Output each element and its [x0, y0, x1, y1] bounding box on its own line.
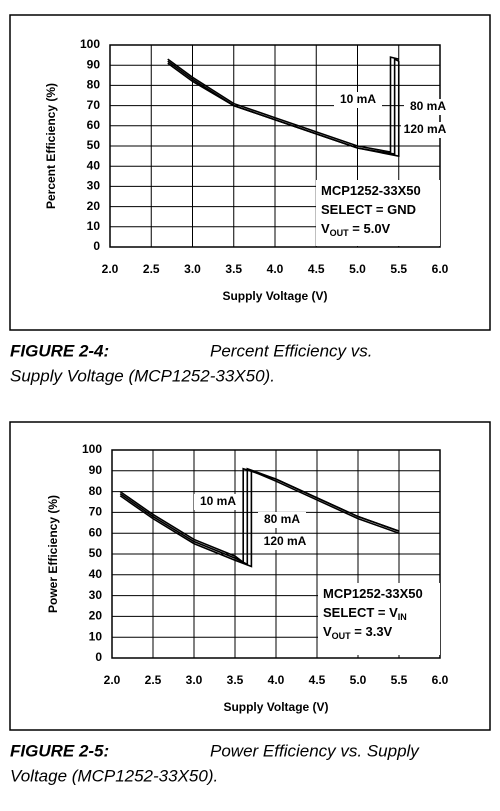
y-tick-label: 20 — [87, 199, 101, 213]
label-bg — [404, 99, 452, 115]
annotation-text: = 3.3V — [351, 624, 393, 639]
annotation: MCP1252-33X50 — [321, 183, 421, 198]
plot-border — [111, 449, 441, 659]
y-axis-label: Percent Efficiency (%) — [44, 83, 58, 209]
y-tick-label: 10 — [87, 219, 101, 233]
y-tick-label: 70 — [89, 505, 103, 519]
annotation-subscript: OUT — [330, 228, 350, 238]
annotation-text: V — [321, 221, 330, 236]
series-line — [119, 469, 400, 568]
caption-text: Percent Efficiency vs. — [210, 341, 373, 360]
annotation-text: V — [323, 624, 332, 639]
annotation-text: = 5.0V — [349, 221, 391, 236]
x-tick-label: 3.0 — [184, 262, 201, 276]
series-label: 80 mA — [410, 99, 446, 113]
y-tick-label: 30 — [87, 179, 101, 193]
x-tick-label: 3.0 — [186, 673, 203, 687]
y-tick-label: 60 — [89, 525, 103, 539]
annotation-text: MCP1252-33X50 — [321, 183, 421, 198]
label-bg — [261, 534, 309, 550]
y-tick-label: 80 — [87, 78, 101, 92]
figure-label: FIGURE 2-4: — [10, 341, 109, 360]
y-tick-label: 30 — [89, 588, 103, 602]
x-tick-label: 2.5 — [145, 673, 162, 687]
annotation-text: MCP1252-33X50 — [323, 586, 423, 601]
y-tick-label: 90 — [89, 463, 103, 477]
y-tick-label: 0 — [95, 650, 102, 664]
y-tick-label: 0 — [93, 239, 100, 253]
y-tick-label: 40 — [89, 567, 103, 581]
y-tick-label: 100 — [82, 442, 102, 456]
annotation: SELECT = VIN — [323, 605, 407, 622]
chart-frame — [9, 421, 491, 731]
series-label: 120 mA — [264, 534, 307, 548]
y-tick-label: 50 — [89, 546, 103, 560]
annotation: MCP1252-33X50 — [323, 586, 423, 601]
x-tick-label: 6.0 — [432, 262, 449, 276]
x-tick-label: 6.0 — [432, 673, 449, 687]
y-tick-label: 70 — [87, 98, 101, 112]
x-tick-label: 2.0 — [104, 673, 121, 687]
caption-text: Power Efficiency vs. Supply — [210, 741, 420, 760]
annotation-text: SELECT = V — [323, 605, 398, 620]
figure-label: FIGURE 2-5: — [10, 741, 109, 760]
caption-text: Voltage (MCP1252-33X50). — [10, 766, 218, 785]
x-tick-label: 2.0 — [102, 262, 119, 276]
x-tick-label: 4.5 — [309, 673, 326, 687]
label-bg — [258, 512, 306, 528]
x-axis-label: Supply Voltage (V) — [222, 289, 327, 303]
x-tick-label: 3.5 — [227, 673, 244, 687]
x-tick-label: 2.5 — [143, 262, 160, 276]
y-tick-label: 60 — [87, 118, 101, 132]
y-axis-label: Power Efficiency (%) — [46, 495, 60, 613]
label-bg — [334, 92, 382, 108]
plot-border — [109, 44, 441, 248]
x-tick-label: 3.5 — [225, 262, 242, 276]
annotation: VOUT = 5.0V — [321, 221, 391, 238]
y-tick-label: 100 — [80, 37, 100, 51]
annotation-subscript: OUT — [332, 631, 352, 641]
x-tick-label: 5.0 — [349, 262, 366, 276]
y-tick-label: 50 — [87, 138, 101, 152]
series-label: 10 mA — [340, 92, 376, 106]
series-label: 120 mA — [404, 122, 447, 136]
series-label: 80 mA — [264, 512, 300, 526]
x-tick-label: 5.5 — [391, 673, 408, 687]
x-tick-label: 5.5 — [390, 262, 407, 276]
series-line — [167, 56, 399, 154]
annotation: VOUT = 3.3V — [323, 624, 393, 641]
series-line — [119, 467, 400, 566]
legend-box — [318, 583, 440, 655]
x-tick-label: 4.5 — [308, 262, 325, 276]
annotation-text: SELECT = GND — [321, 202, 416, 217]
x-tick-label: 5.0 — [350, 673, 367, 687]
legend-box — [316, 180, 440, 246]
y-tick-label: 90 — [87, 57, 101, 71]
annotation-subscript: IN — [398, 612, 407, 622]
y-tick-label: 10 — [89, 629, 103, 643]
annotation: SELECT = GND — [321, 202, 416, 217]
label-bg — [401, 122, 449, 138]
x-tick-label: 4.0 — [267, 262, 284, 276]
y-tick-label: 20 — [89, 609, 103, 623]
y-tick-label: 40 — [87, 158, 101, 172]
label-bg — [194, 494, 242, 510]
series-label: 10 mA — [200, 494, 236, 508]
chart-frame — [9, 14, 491, 331]
x-axis-label: Supply Voltage (V) — [223, 700, 328, 714]
series-line — [167, 61, 400, 158]
x-tick-label: 4.0 — [268, 673, 285, 687]
y-tick-label: 80 — [89, 484, 103, 498]
caption-text: Supply Voltage (MCP1252-33X50). — [10, 366, 275, 385]
